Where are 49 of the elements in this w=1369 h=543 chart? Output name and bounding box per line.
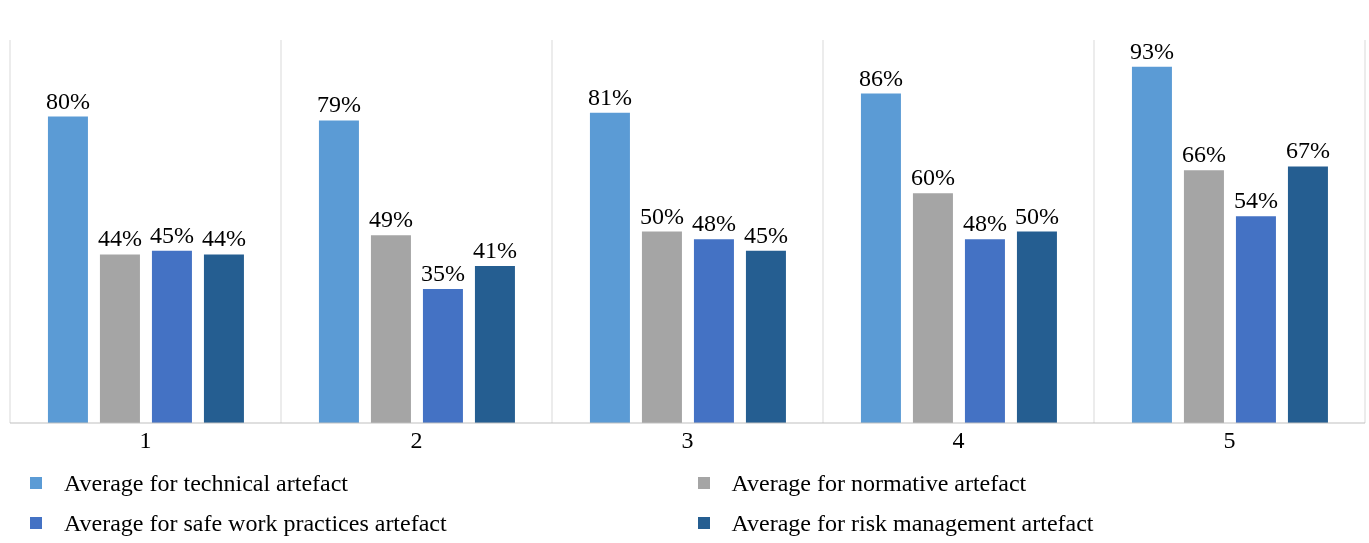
data-label: 93% [1129, 37, 1174, 64]
bar [1183, 170, 1224, 423]
bar [964, 239, 1005, 423]
bar [1287, 166, 1328, 423]
data-label: 44% [201, 225, 246, 252]
bar [474, 265, 515, 423]
data-label: 86% [858, 64, 903, 91]
bar [693, 239, 734, 423]
bar [641, 231, 682, 423]
bar [99, 254, 140, 423]
data-label: 66% [1181, 141, 1226, 168]
data-label: 80% [45, 87, 90, 114]
bar [47, 116, 88, 423]
data-label: 79% [316, 91, 361, 118]
x-tick-label: 1 [139, 427, 152, 454]
data-label: 48% [691, 210, 736, 237]
bar [422, 288, 463, 423]
data-label: 54% [1233, 187, 1278, 214]
data-label: 50% [1014, 202, 1059, 229]
x-tick-label: 4 [952, 427, 965, 454]
legend-label: Average for technical artefact [64, 469, 349, 497]
bar [912, 193, 953, 423]
data-label: 50% [639, 202, 684, 229]
x-tick-label: 5 [1223, 427, 1236, 454]
data-label: 67% [1285, 137, 1330, 164]
legend-label: Average for safe work practices artefact [64, 509, 447, 537]
bar [860, 93, 901, 423]
bar [370, 235, 411, 423]
bar [203, 254, 244, 423]
data-label: 48% [962, 210, 1007, 237]
x-tick-label: 2 [410, 427, 423, 454]
data-label: 49% [368, 206, 413, 233]
data-label: 45% [149, 221, 194, 248]
data-label: 45% [743, 221, 788, 248]
bar [745, 250, 786, 423]
data-label: 41% [472, 236, 517, 263]
bar [318, 120, 359, 423]
bar [151, 250, 192, 423]
data-label: 60% [910, 164, 955, 191]
data-label: 35% [420, 259, 465, 286]
bar [1016, 231, 1057, 423]
bar [1235, 216, 1276, 423]
legend-label: Average for risk management artefact [731, 509, 1094, 537]
bar [1131, 66, 1172, 423]
bar [589, 112, 630, 423]
data-label: 81% [587, 83, 632, 110]
data-label: 44% [97, 225, 142, 252]
legend-label: Average for normative artefact [731, 469, 1027, 497]
x-tick-label: 3 [681, 427, 694, 454]
